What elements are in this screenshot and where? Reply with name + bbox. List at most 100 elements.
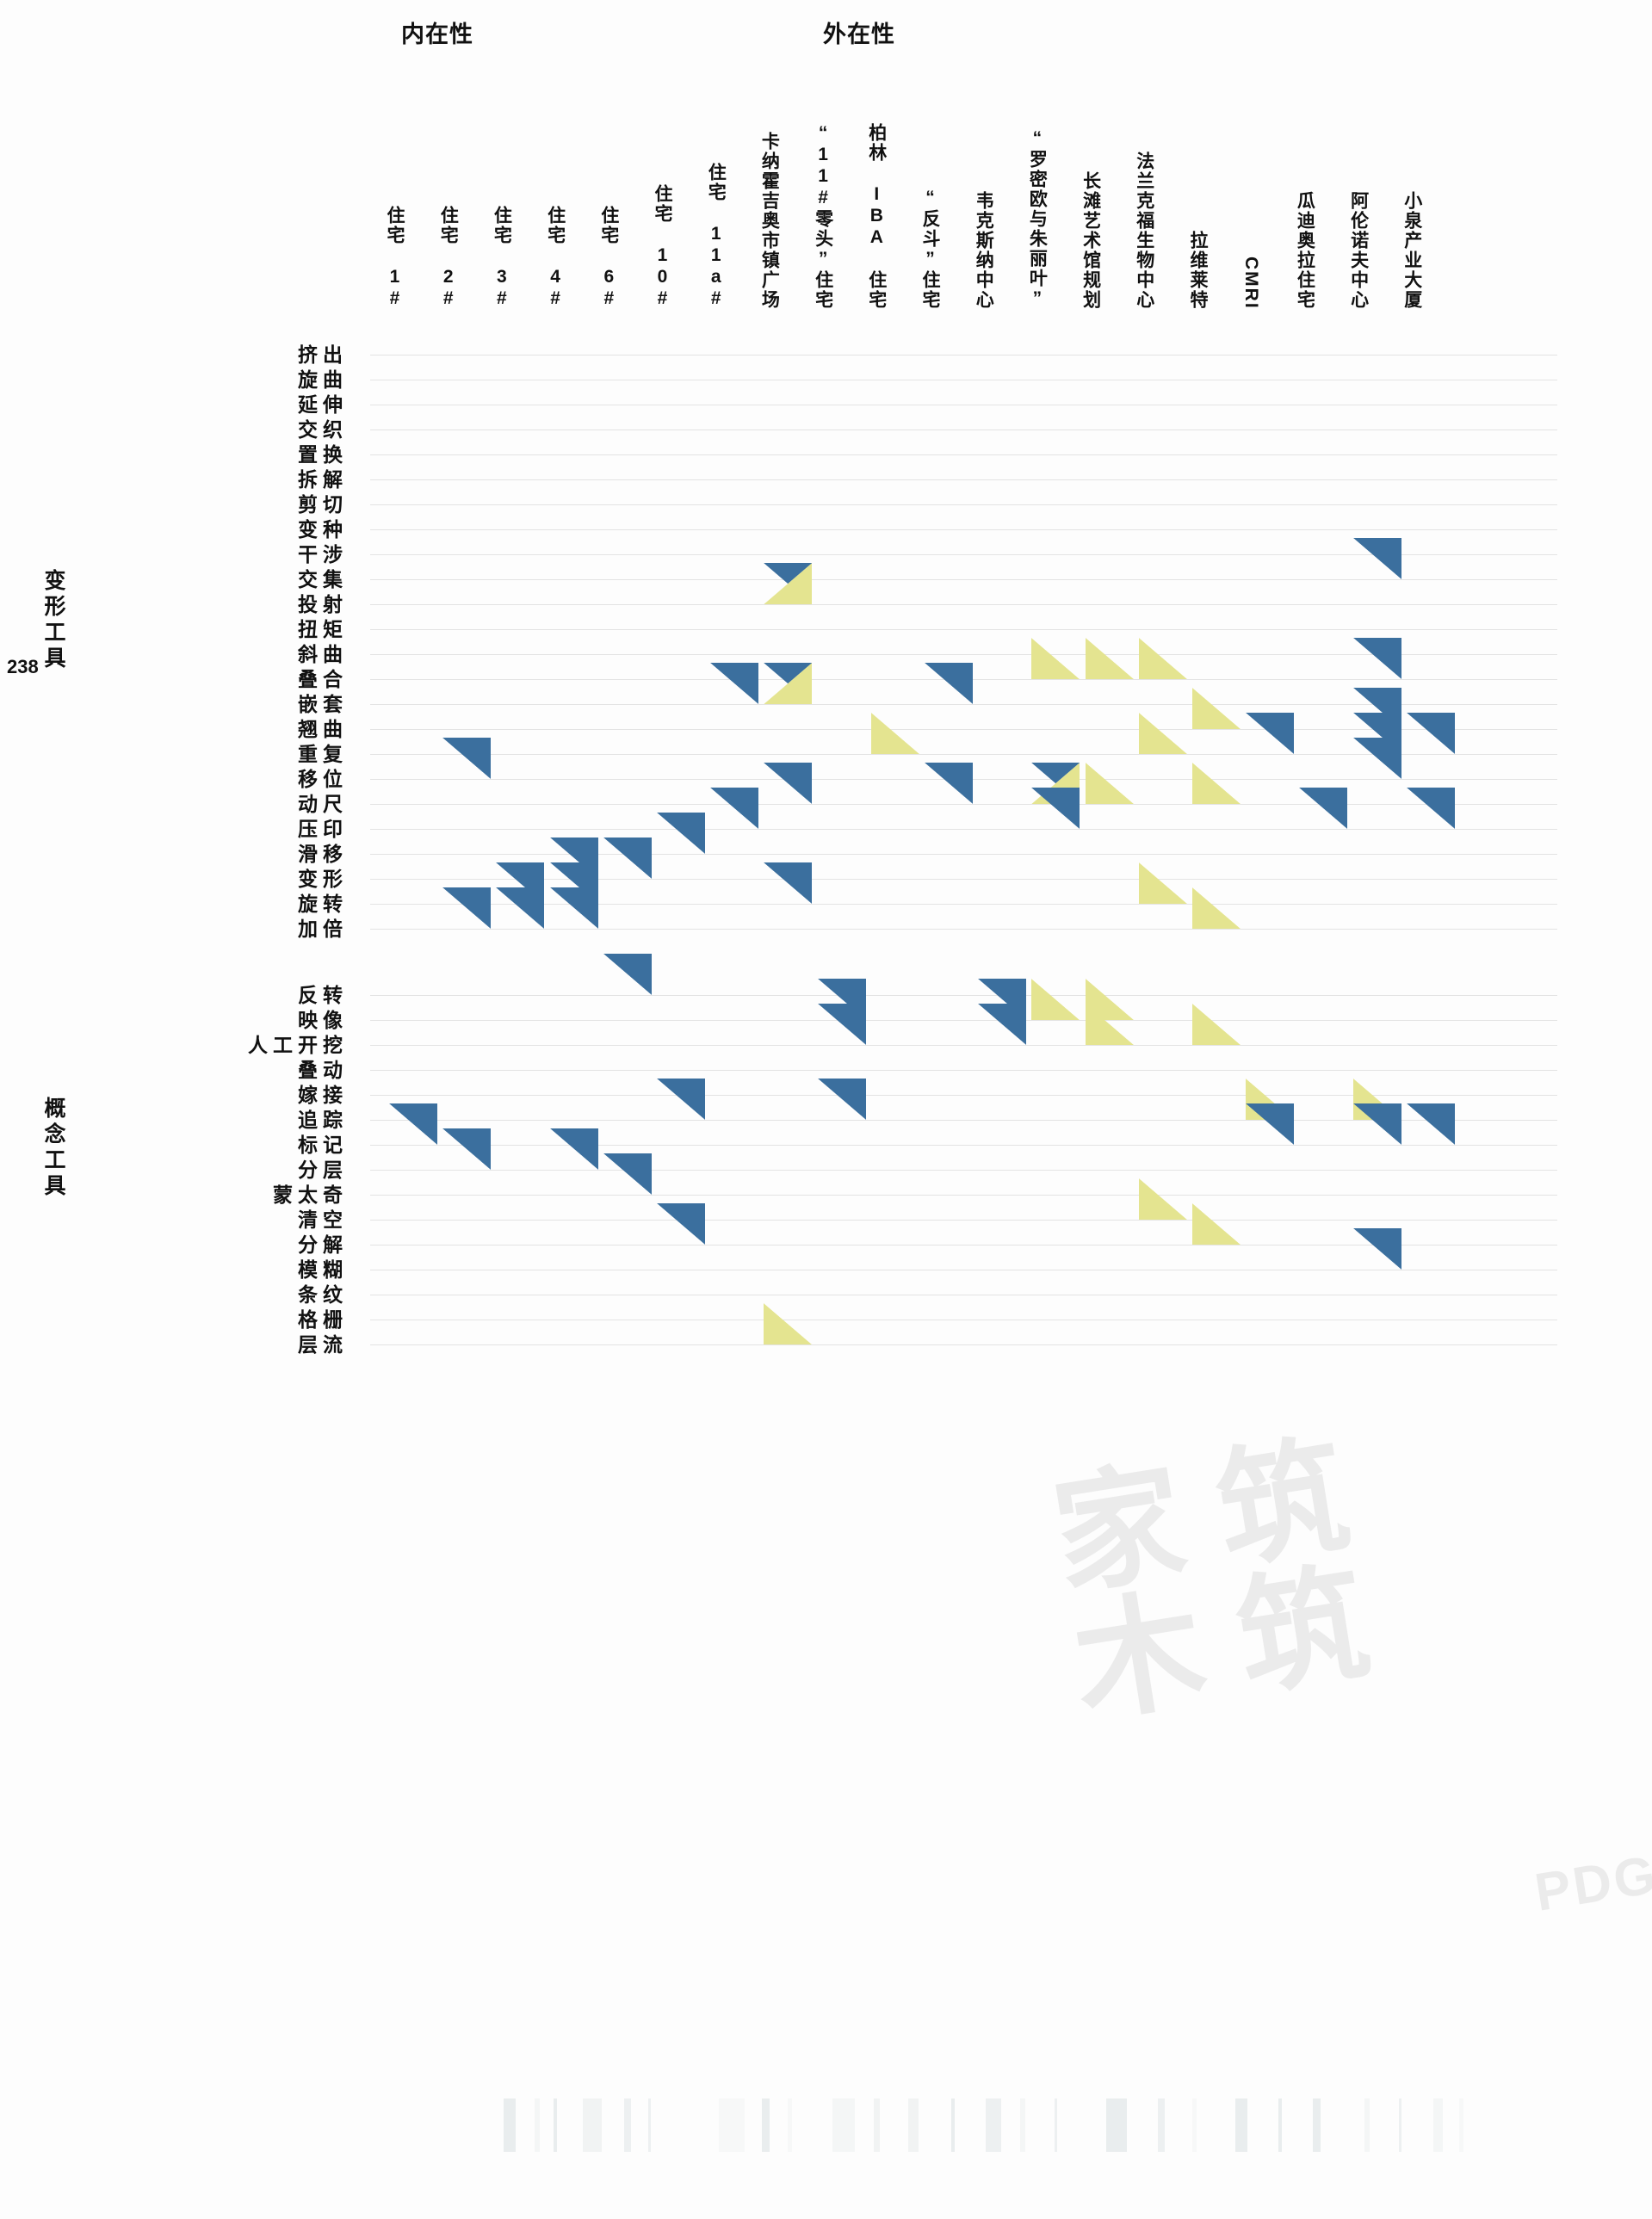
matrix-cell[interactable]: [1192, 688, 1241, 729]
row-label-32[interactable]: 蒙太奇: [273, 1184, 348, 1206]
row-label-17[interactable]: 移位: [298, 768, 348, 790]
row-label-5[interactable]: 拆解: [298, 468, 348, 491]
column-header-3[interactable]: 住宅 4#: [545, 206, 566, 310]
row-label-14[interactable]: 嵌套: [298, 693, 348, 715]
row-label-36[interactable]: 条纹: [298, 1283, 348, 1306]
matrix-cell[interactable]: [764, 563, 813, 604]
matrix-cell[interactable]: [1192, 763, 1241, 804]
row-label-19[interactable]: 压印: [298, 818, 348, 840]
column-header-4[interactable]: 住宅 6#: [598, 206, 619, 310]
row-label-30[interactable]: 标记: [298, 1134, 348, 1156]
row-label-26[interactable]: 人工开挖: [248, 1034, 348, 1056]
column-header-15[interactable]: 拉维莱特: [1188, 231, 1208, 310]
row-label-28[interactable]: 嫁接: [298, 1084, 348, 1106]
matrix-cell[interactable]: [496, 887, 545, 929]
row-label-29[interactable]: 追踪: [298, 1109, 348, 1131]
matrix-cell[interactable]: [817, 1004, 866, 1045]
matrix-cell[interactable]: [870, 713, 919, 754]
row-label-38[interactable]: 层流: [298, 1333, 348, 1356]
column-header-1[interactable]: 住宅 2#: [438, 206, 459, 310]
row-label-23[interactable]: 加倍: [298, 918, 348, 940]
matrix-cell[interactable]: [925, 763, 973, 804]
column-header-18[interactable]: 阿伦诺夫中心: [1348, 191, 1369, 310]
row-label-2[interactable]: 延伸: [298, 393, 348, 416]
matrix-cell[interactable]: [1352, 538, 1401, 579]
row-label-11[interactable]: 扭矩: [298, 618, 348, 640]
matrix-cell[interactable]: [1031, 788, 1080, 829]
matrix-cell[interactable]: [1246, 1103, 1295, 1145]
matrix-cell[interactable]: [1138, 638, 1187, 679]
matrix-cell[interactable]: [657, 1203, 705, 1245]
column-header-16[interactable]: CMRI: [1241, 257, 1262, 310]
matrix-cell[interactable]: [1192, 887, 1241, 929]
column-header-17[interactable]: 瓜迪奥拉住宅: [1295, 191, 1315, 310]
matrix-cell[interactable]: [603, 838, 652, 879]
matrix-cell[interactable]: [1031, 638, 1080, 679]
row-label-34[interactable]: 分解: [298, 1233, 348, 1256]
matrix-cell[interactable]: [1085, 638, 1134, 679]
column-header-0[interactable]: 住宅 1#: [385, 206, 405, 310]
matrix-cell[interactable]: [925, 663, 973, 704]
row-label-13[interactable]: 叠合: [298, 668, 348, 690]
matrix-cell[interactable]: [1246, 713, 1295, 754]
row-label-20[interactable]: 滑移: [298, 843, 348, 865]
row-label-31[interactable]: 分层: [298, 1159, 348, 1181]
matrix-cell[interactable]: [1299, 788, 1348, 829]
column-header-9[interactable]: 柏林 IBA 住宅: [866, 123, 887, 310]
matrix-cell[interactable]: [1192, 1004, 1241, 1045]
row-label-25[interactable]: 映像: [298, 1009, 348, 1031]
column-header-8[interactable]: “11#零头”住宅: [813, 123, 833, 310]
matrix-cell[interactable]: [978, 1004, 1027, 1045]
matrix-cell[interactable]: [603, 954, 652, 995]
matrix-cell[interactable]: [442, 887, 492, 929]
matrix-cell[interactable]: [817, 1079, 866, 1120]
matrix-cell[interactable]: [1352, 738, 1401, 779]
row-label-33[interactable]: 清空: [298, 1208, 348, 1231]
row-label-8[interactable]: 干涉: [298, 543, 348, 566]
column-header-10[interactable]: “反斗”住宅: [920, 188, 940, 310]
row-label-35[interactable]: 模糊: [298, 1258, 348, 1281]
matrix-cell[interactable]: [1085, 763, 1134, 804]
matrix-cell[interactable]: [442, 738, 492, 779]
matrix-cell[interactable]: [1406, 788, 1455, 829]
row-label-16[interactable]: 重复: [298, 743, 348, 765]
column-header-7[interactable]: 卡纳霍吉奥市镇广场: [759, 132, 780, 310]
row-label-10[interactable]: 投射: [298, 593, 348, 615]
column-header-14[interactable]: 法兰克福生物中心: [1134, 151, 1154, 310]
row-label-4[interactable]: 置换: [298, 443, 348, 466]
row-label-18[interactable]: 动尺: [298, 793, 348, 815]
matrix-cell[interactable]: [764, 763, 813, 804]
column-header-2[interactable]: 住宅 3#: [492, 206, 512, 310]
row-label-22[interactable]: 旋转: [298, 893, 348, 915]
row-label-1[interactable]: 旋曲: [298, 368, 348, 391]
matrix-cell[interactable]: [1138, 1178, 1187, 1220]
row-label-27[interactable]: 叠动: [298, 1059, 348, 1081]
matrix-cell[interactable]: [657, 813, 705, 854]
column-header-12[interactable]: “罗密欧与朱丽叶”: [1027, 128, 1048, 310]
matrix-cell[interactable]: [1352, 1228, 1401, 1270]
matrix-cell[interactable]: [549, 1128, 598, 1170]
matrix-cell[interactable]: [657, 1079, 705, 1120]
row-label-24[interactable]: 反转: [298, 984, 348, 1006]
matrix-cell[interactable]: [1406, 713, 1455, 754]
row-label-37[interactable]: 格栅: [298, 1308, 348, 1331]
matrix-cell[interactable]: [710, 788, 759, 829]
matrix-cell[interactable]: [1192, 1203, 1241, 1245]
matrix-cell[interactable]: [710, 663, 759, 704]
row-label-12[interactable]: 斜曲: [298, 643, 348, 665]
row-label-0[interactable]: 挤出: [298, 343, 348, 366]
matrix-cell[interactable]: [442, 1128, 492, 1170]
column-header-5[interactable]: 住宅 10#: [653, 184, 672, 310]
matrix-cell[interactable]: [389, 1103, 437, 1145]
matrix-cell[interactable]: [1352, 1103, 1401, 1145]
row-label-3[interactable]: 交织: [298, 418, 348, 441]
matrix-cell[interactable]: [1138, 713, 1187, 754]
matrix-cell[interactable]: [764, 862, 813, 904]
row-label-6[interactable]: 剪切: [298, 493, 348, 516]
row-label-7[interactable]: 变种: [298, 518, 348, 541]
column-header-13[interactable]: 长滩艺术馆规划: [1080, 171, 1101, 310]
column-header-6[interactable]: 住宅 11a#: [706, 163, 727, 310]
column-header-11[interactable]: 韦克斯纳中心: [974, 191, 994, 310]
matrix-cell[interactable]: [1138, 862, 1187, 904]
matrix-cell[interactable]: [1031, 979, 1080, 1020]
